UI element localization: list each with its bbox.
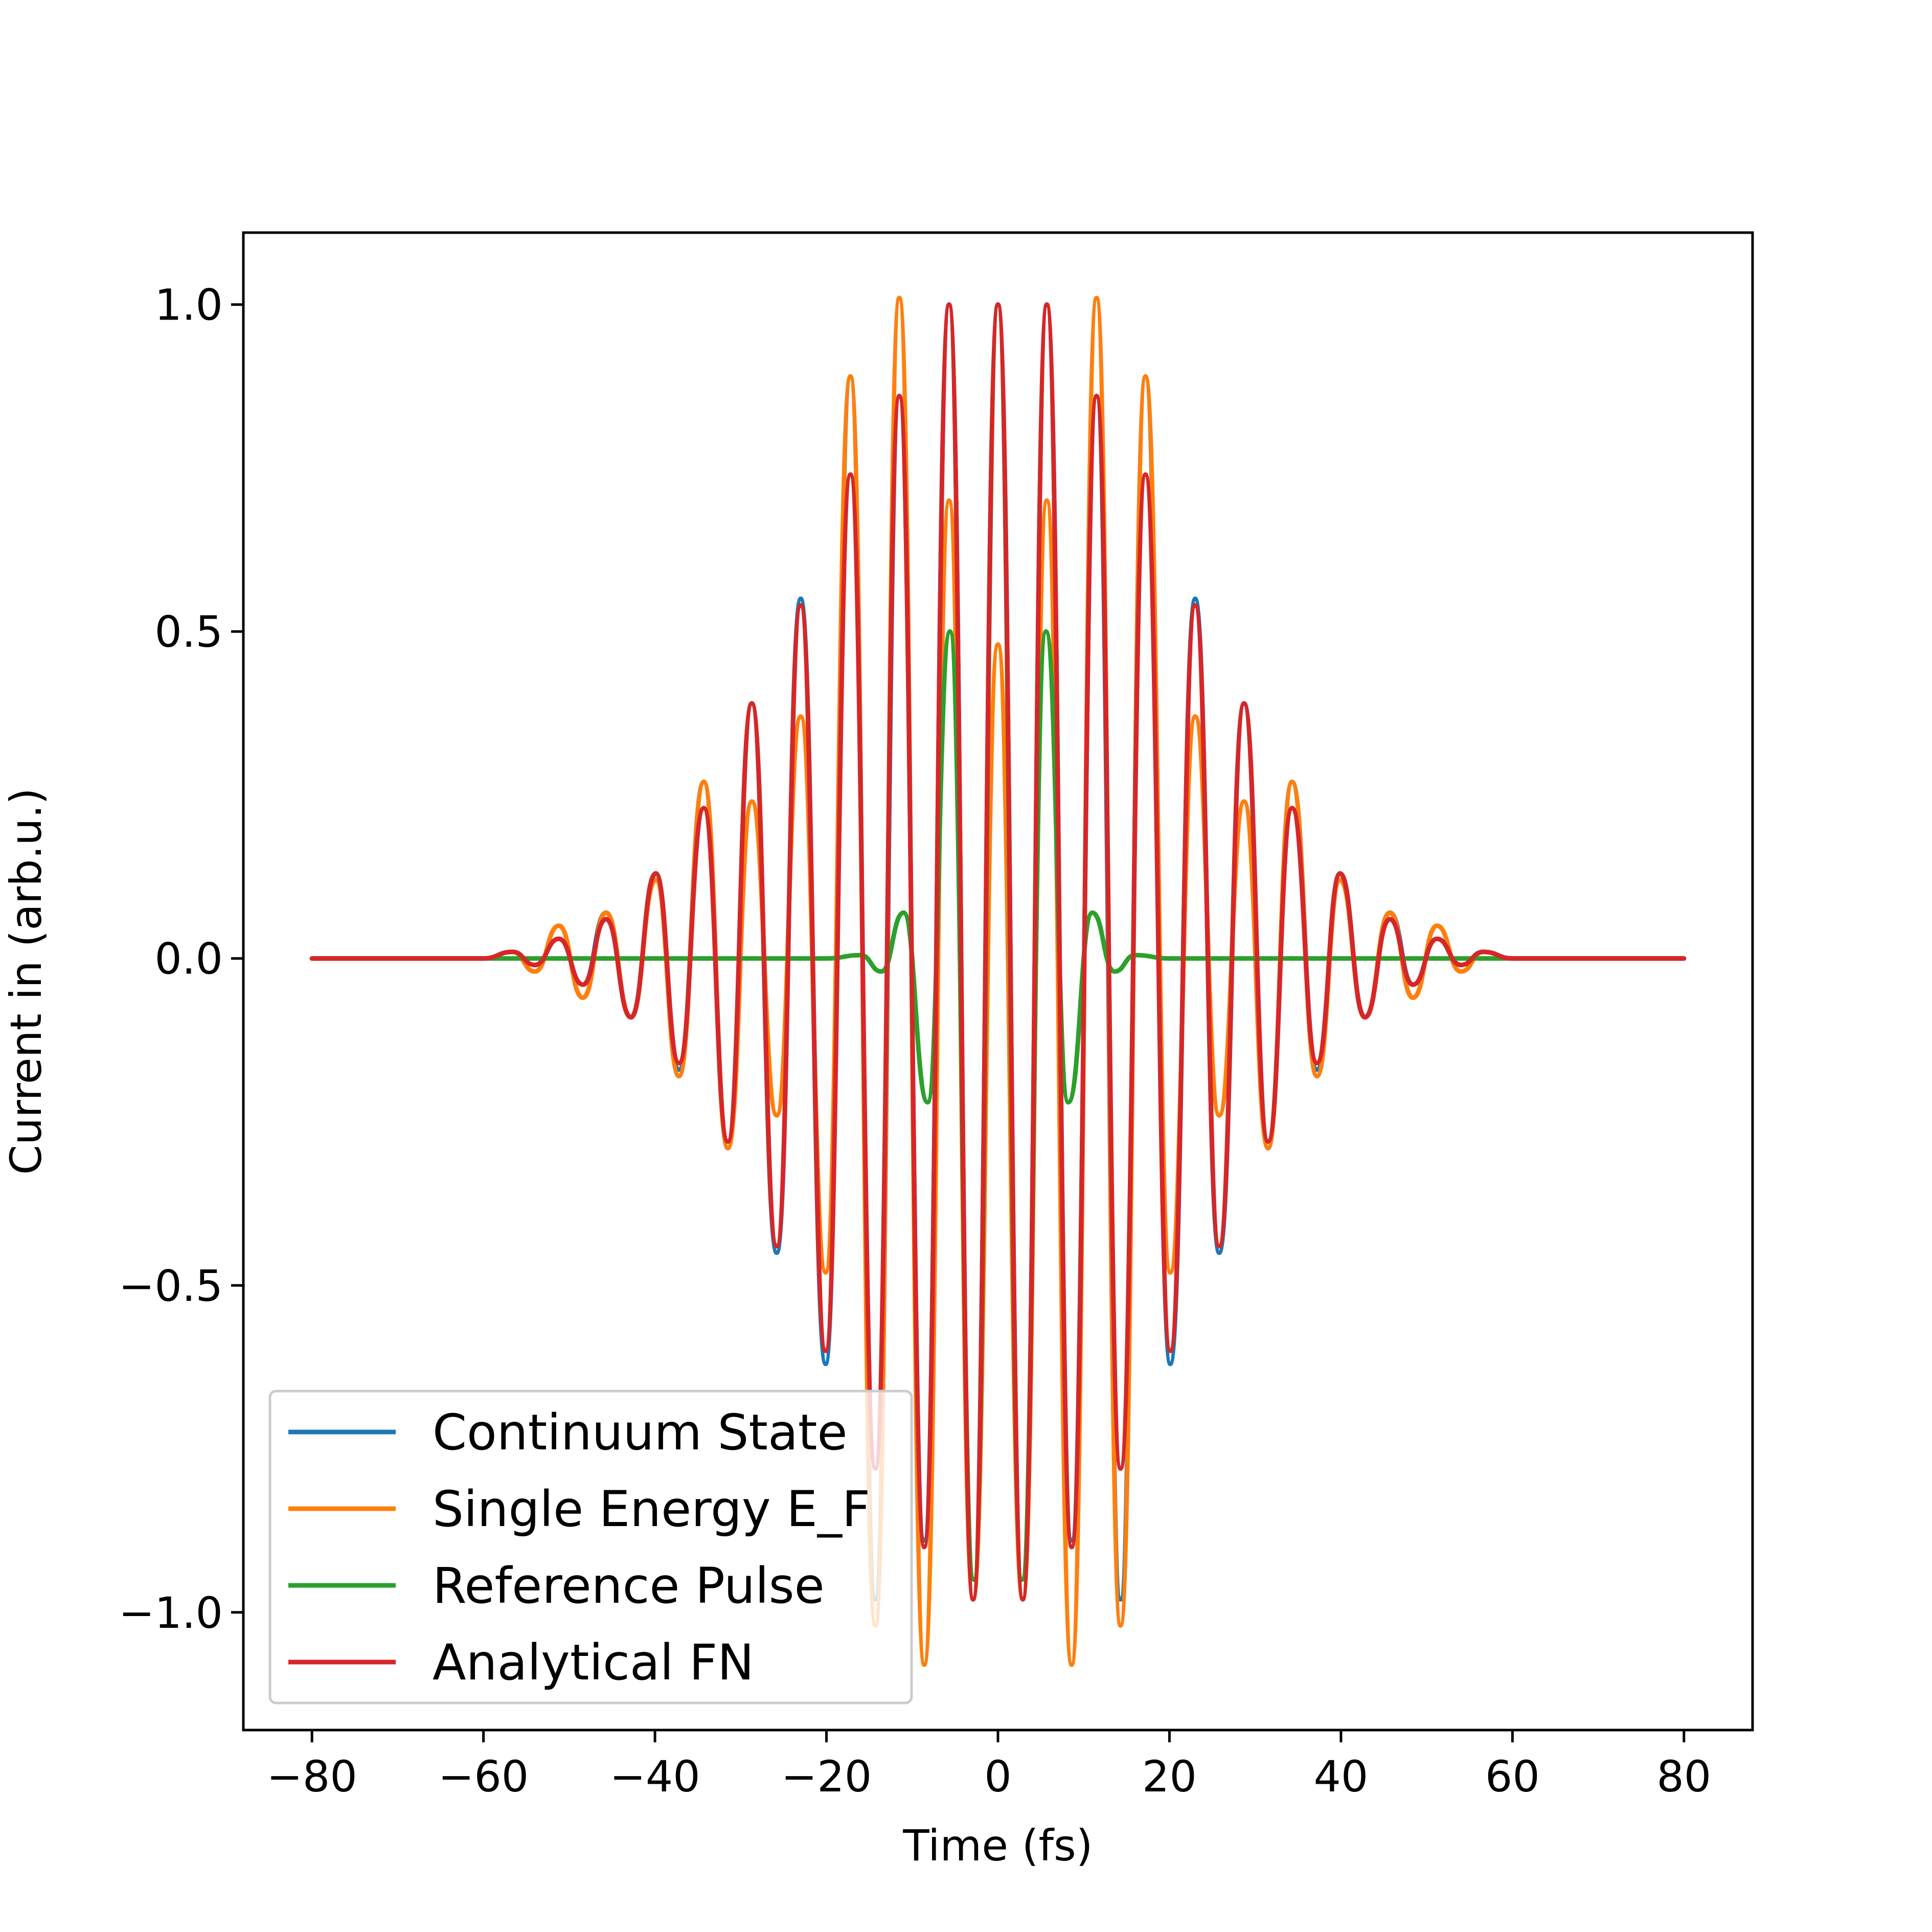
x-axis-label: Time (fs)	[902, 1821, 1093, 1871]
legend-box	[268, 1390, 913, 1704]
y-tick-label: 1.0	[154, 280, 223, 330]
y-tick-label: −0.5	[119, 1261, 223, 1311]
x-tick-label: −40	[609, 1752, 700, 1802]
x-tick-label: 0	[984, 1752, 1011, 1802]
y-tick-label: 0.5	[154, 607, 223, 657]
x-tick-label: 60	[1485, 1752, 1540, 1802]
y-tick-label: −1.0	[119, 1588, 223, 1638]
legend-label: Reference Pulse	[433, 1557, 825, 1615]
legend-label: Analytical FN	[433, 1634, 754, 1691]
legend-label: Single Energy E_F	[433, 1481, 870, 1538]
y-axis: −1.0 −0.5 0.0 0.5 1.0	[119, 280, 243, 1638]
x-tick-label: −60	[438, 1752, 529, 1802]
series-line-4	[309, 302, 1687, 1602]
series-layer	[309, 296, 1687, 1667]
x-tick-label: −20	[781, 1752, 872, 1802]
x-tick-label: −80	[267, 1752, 357, 1802]
x-tick-label: 40	[1313, 1752, 1368, 1802]
legend-label: Continuum State	[433, 1404, 848, 1461]
x-tick-label: 20	[1142, 1752, 1197, 1802]
series-line-2	[309, 296, 1687, 1667]
x-axis: −80 −60 −40 −20 0 20 40 60 80	[267, 1730, 1711, 1802]
y-axis-label: Current in (arb.u.)	[1, 788, 51, 1175]
legend: Continuum State Single Energy E_F Referenc…	[268, 1390, 913, 1704]
y-tick-label: 0.0	[154, 934, 223, 984]
x-tick-label: 80	[1656, 1752, 1711, 1802]
